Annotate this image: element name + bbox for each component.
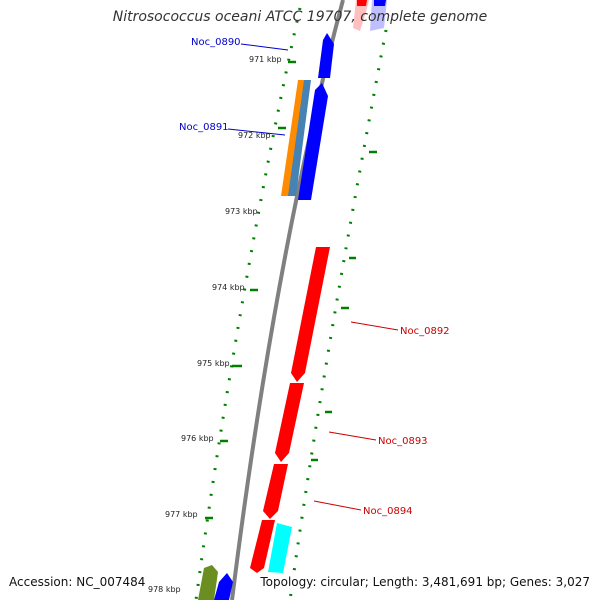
feature-red-bottom[interactable] (250, 520, 275, 573)
feature-noc-0892[interactable] (291, 247, 330, 382)
gene-label-noc-0893[interactable]: Noc_0893 (378, 436, 428, 447)
map-title: Nitrosococcus oceani ATCC 19707, complet… (112, 9, 488, 25)
tick-label-972: 972 kbp (238, 131, 271, 140)
top-partial-features (353, 0, 387, 31)
reverse-features (198, 247, 330, 600)
feature-steelblue[interactable] (288, 80, 311, 196)
gene-label-noc-0891[interactable]: Noc_0891 (179, 122, 229, 133)
partial-blue-feature[interactable] (370, 0, 387, 31)
label-leaders (227, 43, 399, 511)
accession-label: Accession: NC_007484 (9, 575, 146, 589)
feature-cyan[interactable] (268, 523, 292, 573)
gene-label-noc-0890[interactable]: Noc_0890 (191, 37, 241, 48)
partial-blue-feature-core[interactable] (374, 0, 386, 6)
tick-label-977: 977 kbp (165, 510, 198, 519)
genome-summary-label: Topology: circular; Length: 3,481,691 bp… (260, 575, 590, 589)
tick-label-973: 973 kbp (225, 207, 258, 216)
gene-label-noc-0892[interactable]: Noc_0892 (400, 326, 450, 337)
feature-noc-0891[interactable] (298, 83, 328, 200)
feature-olive[interactable] (198, 565, 218, 600)
feature-noc-0893[interactable] (275, 383, 304, 462)
tick-label-975: 975 kbp (197, 359, 230, 368)
feature-noc-0890[interactable] (318, 33, 334, 78)
gene-labels: Noc_0890 Noc_0891 Noc_0892 Noc_0893 Noc_… (179, 37, 450, 517)
scale-ticks: 971 kbp 972 kbp 973 kbp 974 kbp 975 kbp … (148, 55, 282, 594)
feature-noc-0894[interactable] (263, 464, 288, 519)
forward-features (281, 33, 334, 200)
gene-label-noc-0894[interactable]: Noc_0894 (363, 506, 413, 517)
partial-red-feature-core[interactable] (357, 0, 367, 6)
partial-red-feature[interactable] (353, 0, 369, 31)
gc-track-inner (194, 7, 302, 600)
genome-backbone (230, 0, 345, 600)
tick-label-978: 978 kbp (148, 585, 181, 594)
tick-label-976: 976 kbp (181, 434, 214, 443)
tick-label-974: 974 kbp (212, 283, 245, 292)
feature-blue-bottom[interactable] (214, 573, 233, 600)
tick-label-971: 971 kbp (249, 55, 282, 64)
gc-skew-bars (205, 60, 377, 520)
feature-orange[interactable] (281, 80, 305, 196)
